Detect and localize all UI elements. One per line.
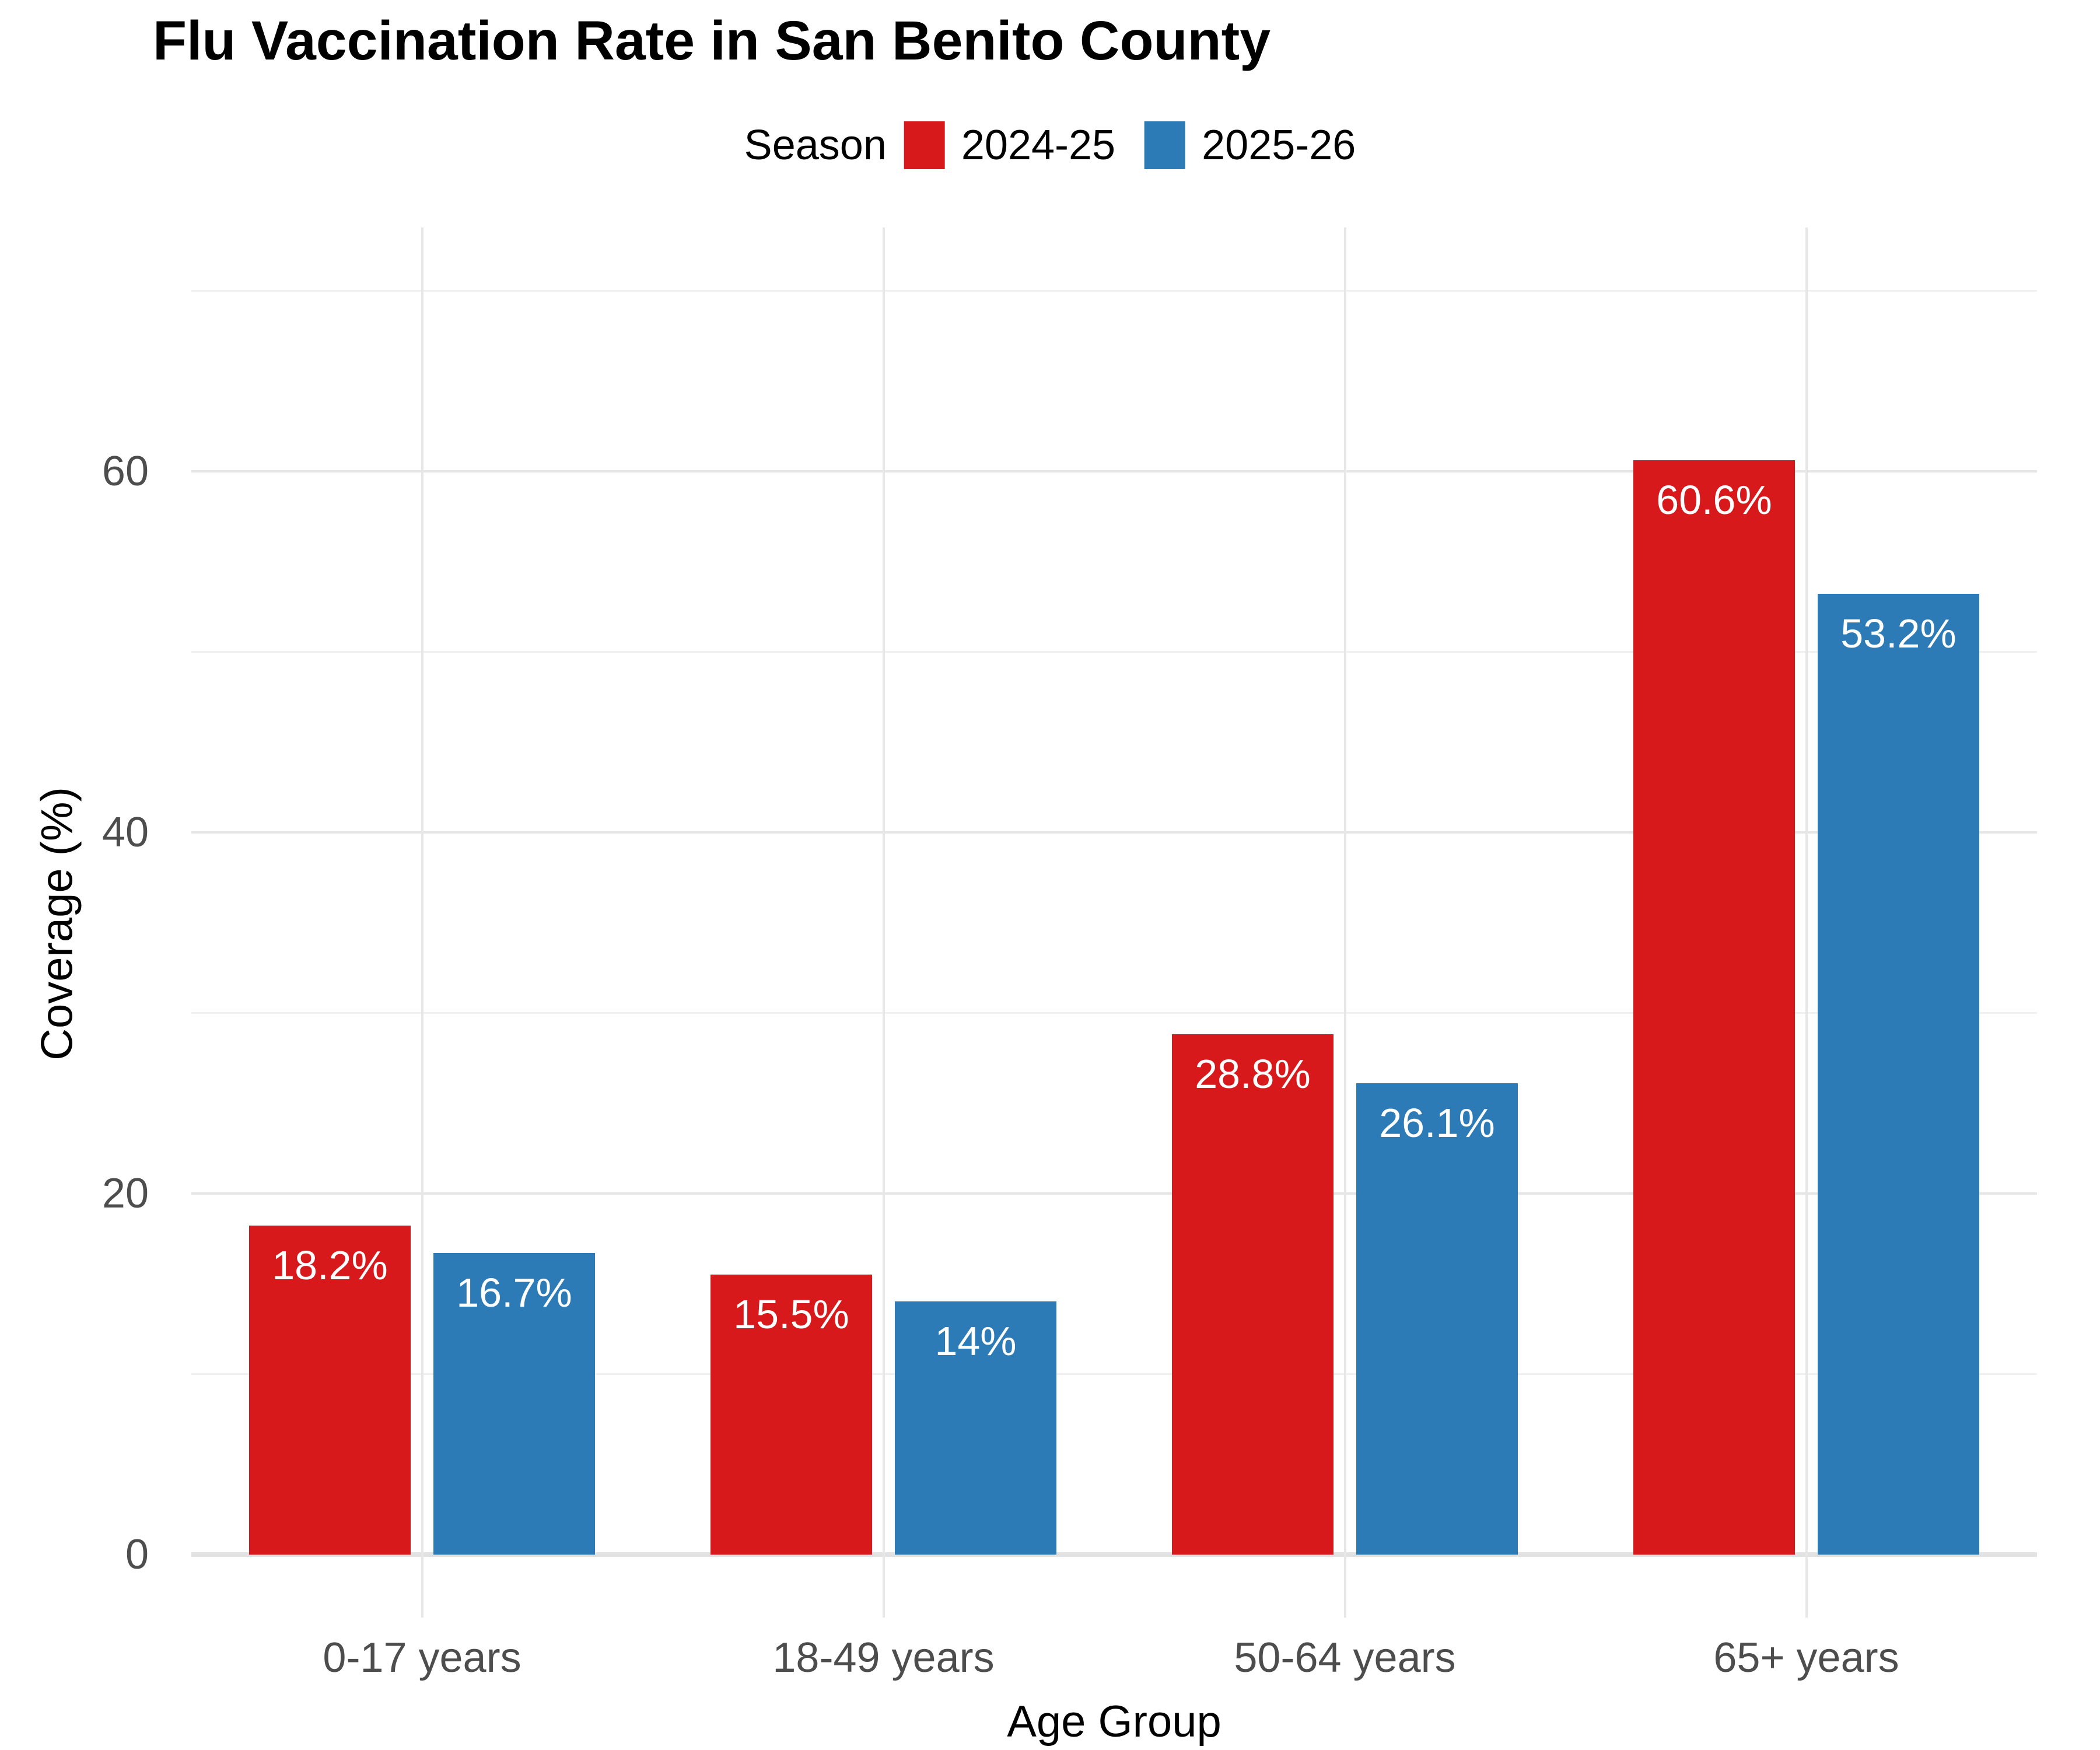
plot-panel: 18.2% 15.5% 28.8% 60.6% 16.7% 14% 26.1% 53.2% (191, 228, 2037, 1618)
bar-2024-25-18-49 years (710, 1274, 872, 1555)
gridline-minor (191, 1373, 2037, 1375)
bar-value-label: 15.5% (733, 1291, 849, 1337)
gridline-major (191, 1192, 2037, 1195)
bar-value-label: 28.8% (1195, 1051, 1311, 1097)
gridline-minor (191, 289, 2037, 292)
legend-swatch-2025-26-icon (1144, 121, 1186, 169)
x-axis-title: Age Group (1007, 1697, 1222, 1746)
y-axis-title: Coverage (%) (32, 787, 82, 1060)
bar-2025-26-65+ years (1818, 594, 1979, 1555)
legend: Season 2024-25 2025-26 (744, 121, 1356, 169)
gridline-major (191, 831, 2037, 834)
bar-2025-26-0-17 years (433, 1252, 595, 1555)
gridline-vertical (1805, 228, 1808, 1618)
gridline-major (191, 470, 2037, 473)
bar-value-label: 60.6% (1656, 477, 1772, 523)
legend-item-2024-25: 2024-25 (904, 121, 1115, 169)
x-tick-label: 0-17 years (323, 1634, 522, 1681)
legend-title: Season (744, 122, 887, 169)
bar-2025-26-50-64 years (1356, 1083, 1518, 1555)
bar-value-label: 18.2% (272, 1242, 388, 1289)
y-tick-label: 0 (125, 1531, 149, 1578)
gridline-minor (191, 650, 2037, 653)
bar-2024-25-0-17 years (249, 1226, 411, 1555)
x-tick-label: 50-64 years (1234, 1634, 1456, 1681)
gridline-zero (191, 1552, 2037, 1557)
gridline-vertical (882, 228, 885, 1618)
bar-value-label: 16.7% (456, 1269, 572, 1315)
legend-item-2025-26: 2025-26 (1144, 121, 1356, 169)
gridline-minor (191, 1012, 2037, 1014)
bar-2025-26-18-49 years (895, 1301, 1056, 1555)
legend-swatch-2024-25-icon (904, 121, 945, 169)
gridline-vertical (1343, 228, 1346, 1618)
gridline-vertical (421, 228, 424, 1618)
legend-label-2025-26: 2025-26 (1202, 122, 1356, 169)
x-tick-label: 65+ years (1713, 1634, 1899, 1681)
x-tick-label: 18-49 years (772, 1634, 995, 1681)
bar-value-label: 14% (935, 1318, 1017, 1364)
y-tick-label: 20 (102, 1170, 149, 1217)
bar-2024-25-65+ years (1633, 460, 1795, 1555)
y-tick-label: 40 (102, 808, 149, 856)
bar-value-label: 53.2% (1840, 611, 1957, 657)
chart-title: Flu Vaccination Rate in San Benito Count… (153, 10, 1271, 72)
y-tick-label: 60 (102, 447, 149, 495)
bar-2024-25-50-64 years (1172, 1034, 1334, 1555)
legend-label-2024-25: 2024-25 (961, 122, 1116, 169)
bar-value-label: 26.1% (1379, 1100, 1495, 1146)
